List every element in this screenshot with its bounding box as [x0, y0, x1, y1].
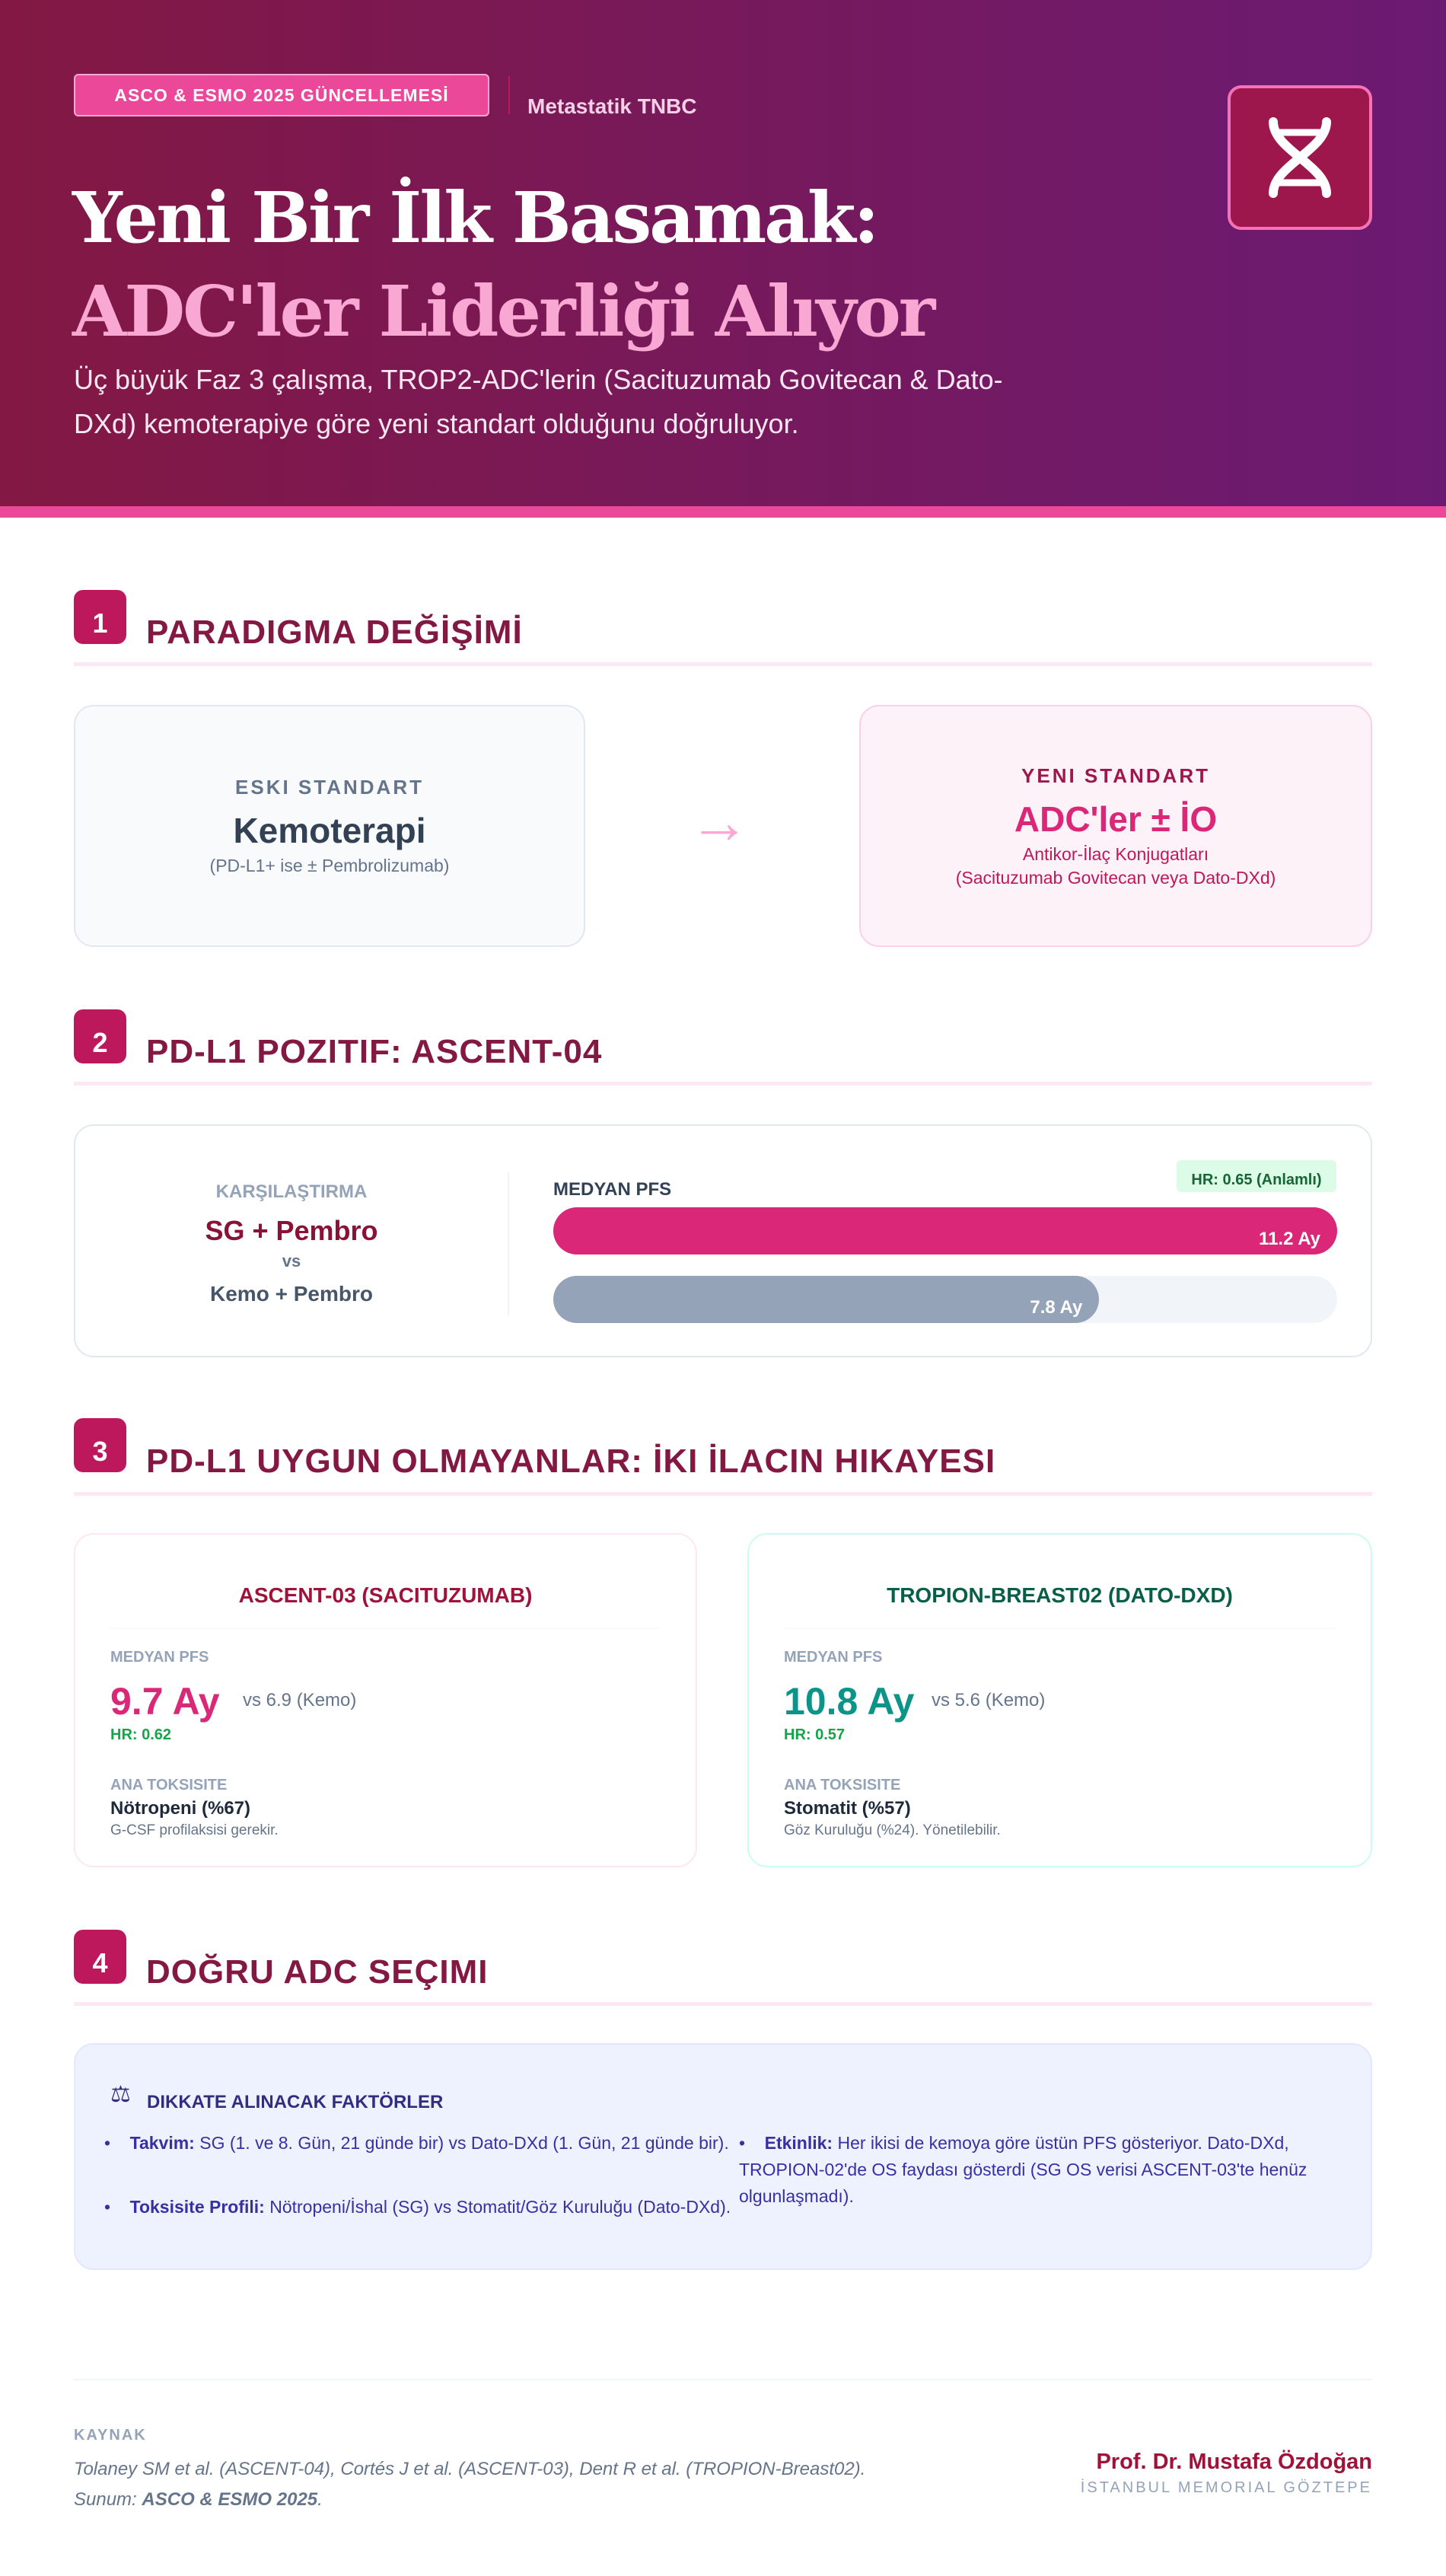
hr-badge: HR: 0.65 (Anlamlı) — [1177, 1160, 1336, 1192]
factor-text: Her ikisi de kemoya göre üstün PFS göste… — [739, 2133, 1307, 2206]
toxicity-label: ANA TOKSISITE — [110, 1777, 228, 1793]
section-title: PD-L1 POZITIF: ASCENT-04 — [146, 1033, 603, 1070]
hazard-ratio: HR: 0.62 — [110, 1726, 172, 1743]
section-divider — [74, 1082, 1372, 1086]
new-standard-drugs: (Sacituzumab Govitecan veya Dato-DXd) — [955, 867, 1276, 888]
new-standard-label: YENI STANDART — [1021, 764, 1210, 787]
pfs-comparator: vs 6.9 (Kemo) — [243, 1690, 357, 1710]
author-name: Prof. Dr. Mustafa Özdoğan — [1096, 2450, 1372, 2474]
presented-prefix: Sunum: — [74, 2489, 142, 2510]
page-title-accent: ADC'ler Liderliği Alıyor — [72, 270, 935, 352]
topic-label: Metastatik TNBC — [527, 94, 697, 118]
hazard-ratio: HR: 0.57 — [784, 1726, 846, 1743]
section-number: 3 — [74, 1418, 126, 1472]
comparison-panel: KARŞILAŞTIRMA SG + Pembro vs Kemo + Pemb… — [75, 1172, 509, 1316]
toxicity-value: Nötropeni (%67) — [110, 1798, 251, 1819]
trial-title: TROPION-BREAST02 (DATO-DXD) — [784, 1583, 1336, 1629]
factor-label: Etkinlik: — [764, 2133, 833, 2153]
pfs-label: MEDYAN PFS — [110, 1649, 209, 1666]
old-standard-note: (PD-L1+ ise ± Pembrolizumab) — [209, 856, 450, 875]
ascent04-card: KARŞILAŞTIRMA SG + Pembro vs Kemo + Pemb… — [74, 1124, 1372, 1357]
pfs-bar-label: 11.2 Ay — [1259, 1229, 1320, 1249]
factor-label: Toksisite Profili: — [129, 2197, 265, 2217]
pfs-comparator: vs 5.6 (Kemo) — [932, 1690, 1046, 1710]
institution: İSTANBUL MEMORIAL GÖZTEPE — [1080, 2479, 1372, 2496]
trial-card: TROPION-BREAST02 (DATO-DXD) MEDYAN PFS 1… — [747, 1533, 1372, 1867]
pfs-bar: 7.8 Ay — [553, 1276, 1100, 1323]
vs-label: vs — [282, 1251, 301, 1270]
new-standard-value: ADC'ler ± İO — [1014, 799, 1218, 839]
page-title: Yeni Bir İlk Basamak: — [72, 177, 879, 259]
section-number: 4 — [74, 1930, 126, 1984]
section-title: PD-L1 UYGUN OLMAYANLAR: İKI İLACIN HIKAY… — [146, 1443, 996, 1480]
factor-item: • Takvim: SG (1. ve 8. Gün, 21 günde bir… — [104, 2133, 729, 2153]
factor-label: Takvim: — [129, 2133, 195, 2153]
section-title: PARADIGMA DEĞİŞİMİ — [146, 614, 523, 651]
pfs-value: 9.7 Ay — [110, 1680, 220, 1723]
section-divider — [74, 662, 1372, 666]
pfs-bar: 11.2 Ay — [553, 1207, 1337, 1255]
presented-event: ASCO & ESMO 2025 — [142, 2489, 318, 2510]
header-accent-bar — [0, 506, 1446, 518]
old-standard-card: ESKI STANDART Kemoterapi (PD-L1+ ise ± P… — [74, 705, 585, 947]
factor-item: • Toksisite Profili: Nötropeni/İshal (SG… — [104, 2197, 731, 2217]
factor-text: Nötropeni/İshal (SG) vs Stomatit/Göz Kur… — [264, 2197, 731, 2217]
factor-text: SG (1. ve 8. Gün, 21 günde bir) vs Dato-… — [194, 2133, 729, 2153]
pfs-label: MEDYAN PFS — [553, 1179, 672, 1200]
trial-card: ASCENT-03 (SACITUZUMAB) MEDYAN PFS 9.7 A… — [74, 1533, 697, 1867]
presented-suffix: . — [317, 2489, 323, 2510]
presented-at: Sunum: ASCO & ESMO 2025. — [74, 2489, 323, 2511]
arrow-right-icon: → — [689, 788, 750, 856]
factors-title: DIKKATE ALINACAK FAKTÖRLER — [147, 2092, 444, 2112]
pfs-bar-track: 11.2 Ay — [553, 1207, 1337, 1255]
divider — [508, 76, 510, 114]
new-standard-note: Antikor-İlaç Konjugatları — [1022, 843, 1209, 864]
footer-divider — [74, 2379, 1372, 2380]
toxicity-label: ANA TOKSISITE — [784, 1777, 901, 1793]
old-standard-label: ESKI STANDART — [235, 776, 424, 799]
pfs-value: 10.8 Ay — [784, 1680, 915, 1723]
new-standard-card: YENI STANDART ADC'ler ± İO Antikor-İlaç … — [859, 705, 1372, 947]
update-badge: ASCO & ESMO 2025 GÜNCELLEMESİ — [74, 74, 489, 116]
dna-icon — [1228, 85, 1372, 230]
trial-title: ASCENT-03 (SACITUZUMAB) — [110, 1583, 661, 1629]
section-divider — [74, 1492, 1372, 1496]
pfs-bar-label: 7.8 Ay — [1030, 1297, 1083, 1318]
section-number: 1 — [74, 590, 126, 644]
toxicity-note: G-CSF profilaksisi gerekir. — [110, 1822, 279, 1838]
section-divider — [74, 2002, 1372, 2006]
factors-box: ⚖ DIKKATE ALINACAK FAKTÖRLER • Takvim: S… — [74, 2043, 1372, 2270]
scale-icon: ⚖ — [110, 2082, 131, 2107]
source-label: KAYNAK — [74, 2427, 147, 2444]
toxicity-value: Stomatit (%57) — [784, 1798, 911, 1819]
factor-item: • Etkinlik: Her ikisi de kemoya göre üst… — [739, 2133, 1307, 2206]
arm-1: SG + Pembro — [205, 1215, 378, 1246]
old-standard-value: Kemoterapi — [233, 811, 426, 850]
comparison-label: KARŞILAŞTIRMA — [215, 1181, 368, 1202]
pfs-bar-track: 7.8 Ay — [553, 1276, 1337, 1323]
section-title: DOĞRU ADC SEÇIMI — [146, 1953, 489, 1991]
arm-2: Kemo + Pembro — [210, 1282, 373, 1306]
toxicity-note: Göz Kuruluğu (%24). Yönetilebilir. — [784, 1822, 1001, 1838]
section-number: 2 — [74, 1009, 126, 1063]
pfs-label: MEDYAN PFS — [784, 1649, 883, 1666]
page-subtitle: Üç büyük Faz 3 çalışma, TROP2-ADC'lerin … — [74, 364, 1003, 439]
source-citation: Tolaney SM et al. (ASCENT-04), Cortés J … — [74, 2459, 866, 2479]
